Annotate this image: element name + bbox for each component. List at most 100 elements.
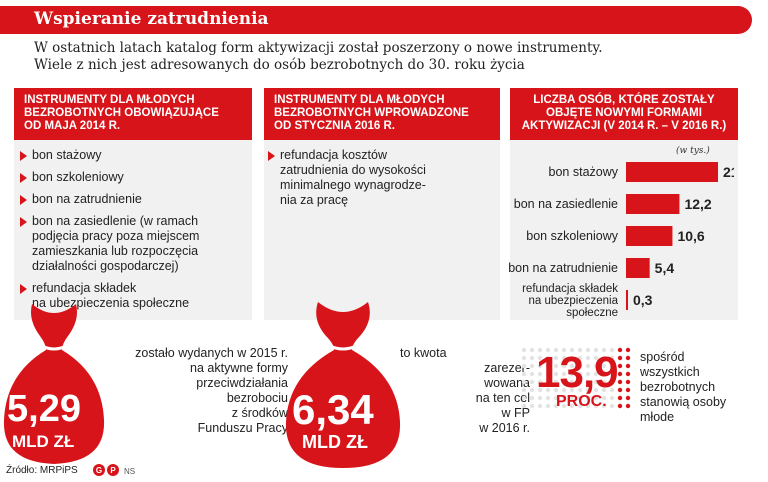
text-line: w 2016 r. bbox=[479, 421, 530, 435]
dot bbox=[569, 387, 575, 393]
bullet-arrow-icon bbox=[20, 195, 27, 205]
dot bbox=[593, 379, 599, 385]
money1-text: zostało wydanych w 2015 r. na aktywne fo… bbox=[100, 346, 288, 436]
text-line: bezrobotnych bbox=[640, 380, 716, 394]
dot bbox=[577, 403, 583, 409]
dot bbox=[553, 387, 559, 393]
dot bbox=[545, 387, 551, 393]
dot bbox=[625, 403, 631, 409]
money-bag-icon bbox=[285, 302, 401, 468]
value-label: 0,3 bbox=[633, 292, 653, 308]
header-line: BEZROBOTNYCH WPROWADZONE bbox=[274, 107, 469, 119]
dot-grid-decoration bbox=[521, 347, 631, 409]
intro-text: W ostatnich latach katalog form aktywiza… bbox=[34, 40, 674, 74]
category-label: na ubezpieczenia bbox=[528, 295, 618, 307]
dot bbox=[561, 403, 567, 409]
text-line: stanowią osoby bbox=[640, 395, 727, 409]
list-item: bon na zasiedlenie (w ramach podjęcia pr… bbox=[20, 214, 248, 274]
percent-text: spośród wszystkich bezrobotnych stanowią… bbox=[640, 350, 726, 425]
dot bbox=[569, 363, 575, 369]
dot bbox=[609, 363, 615, 369]
text-line: to kwota bbox=[400, 346, 447, 360]
text-line: z środków bbox=[231, 406, 288, 420]
text-line: w FP bbox=[501, 406, 530, 420]
col2-panel bbox=[264, 140, 500, 320]
item-line: minimalnego wynagrodze- bbox=[280, 178, 426, 192]
dot bbox=[593, 355, 599, 361]
col1-panel bbox=[14, 140, 252, 320]
money2-value: 6,34 bbox=[292, 386, 374, 433]
dot bbox=[593, 395, 599, 401]
value-label: 10,6 bbox=[677, 228, 704, 244]
dot bbox=[601, 347, 607, 353]
dot bbox=[577, 355, 583, 361]
dot bbox=[521, 379, 527, 385]
list-item: refundacja składek na ubezpieczenia społ… bbox=[20, 281, 248, 311]
dot bbox=[593, 347, 599, 353]
text-line: na ten cel bbox=[475, 391, 530, 405]
dot bbox=[569, 355, 575, 361]
dot bbox=[537, 355, 543, 361]
header-line: OD MAJA 2014 R. bbox=[24, 120, 121, 132]
dot bbox=[553, 403, 559, 409]
header-line: BEZROBOTNYCH OBOWIĄZUJĄCE bbox=[24, 107, 219, 119]
header-line: LICZBA OSÓB, KTÓRE ZOSTAŁY bbox=[533, 94, 715, 106]
dot bbox=[521, 347, 527, 353]
dot bbox=[601, 371, 607, 377]
dot bbox=[569, 395, 575, 401]
list-item: bon na zatrudnienie bbox=[20, 192, 248, 207]
logo-suffix: NS bbox=[124, 467, 136, 476]
dot bbox=[577, 387, 583, 393]
dot bbox=[521, 363, 527, 369]
dot bbox=[529, 371, 535, 377]
dot bbox=[577, 347, 583, 353]
dot bbox=[561, 347, 567, 353]
dot bbox=[601, 379, 607, 385]
item-line: podjęcia pracy poza miejscem bbox=[32, 229, 200, 243]
dot bbox=[521, 371, 527, 377]
dot bbox=[601, 363, 607, 369]
dot bbox=[553, 379, 559, 385]
dot bbox=[537, 387, 543, 393]
dot bbox=[529, 403, 535, 409]
value-label: 21 bbox=[723, 164, 734, 180]
dot bbox=[585, 371, 591, 377]
money1-value: 5,29 bbox=[7, 388, 81, 430]
title-bar: Wspieranie zatrudnienia bbox=[0, 6, 752, 34]
dot bbox=[521, 355, 527, 361]
dot bbox=[609, 379, 615, 385]
dot bbox=[561, 395, 567, 401]
logo-letter: P bbox=[110, 466, 116, 475]
text-line: spośród bbox=[640, 350, 685, 364]
list-item: bon szkoleniowy bbox=[20, 170, 248, 185]
dot bbox=[609, 355, 615, 361]
dot bbox=[601, 395, 607, 401]
dot bbox=[625, 387, 631, 393]
dot bbox=[617, 387, 623, 393]
dot bbox=[553, 371, 559, 377]
text-line: młode bbox=[640, 410, 675, 424]
dot bbox=[585, 379, 591, 385]
header-line: INSTRUMENTY DLA MŁODYCH bbox=[24, 94, 195, 106]
dot bbox=[569, 371, 575, 377]
text-line: zostało wydanych w 2015 r. bbox=[135, 346, 288, 360]
percent-value: 13,9 bbox=[536, 348, 619, 397]
header-line: OD STYCZNIA 2016 R. bbox=[274, 120, 395, 132]
dot bbox=[617, 347, 623, 353]
percent-unit: PROC. bbox=[556, 393, 607, 410]
dot bbox=[561, 379, 567, 385]
dot bbox=[577, 363, 583, 369]
money2-text: to kwota zarezer- wowana na ten cel w FP… bbox=[400, 346, 530, 436]
intro-line: W ostatnich latach katalog form aktywiza… bbox=[34, 40, 603, 56]
dot bbox=[625, 371, 631, 377]
bar bbox=[626, 194, 680, 214]
header-line: AKTYWIZACJI (V 2014 R. – V 2016 R.) bbox=[521, 120, 727, 132]
value-label: 12,2 bbox=[684, 196, 711, 212]
money1-unit: MLD ZŁ bbox=[12, 432, 75, 451]
dot bbox=[625, 347, 631, 353]
bar-chart: bon stażowy 21 bon na zasiedlenie 12,2 bon s… bbox=[508, 162, 734, 319]
intro-line: Wiele z nich jest adresowanych do osób b… bbox=[34, 57, 525, 73]
dot bbox=[617, 355, 623, 361]
dot bbox=[545, 403, 551, 409]
bullet-arrow-icon bbox=[20, 217, 27, 227]
